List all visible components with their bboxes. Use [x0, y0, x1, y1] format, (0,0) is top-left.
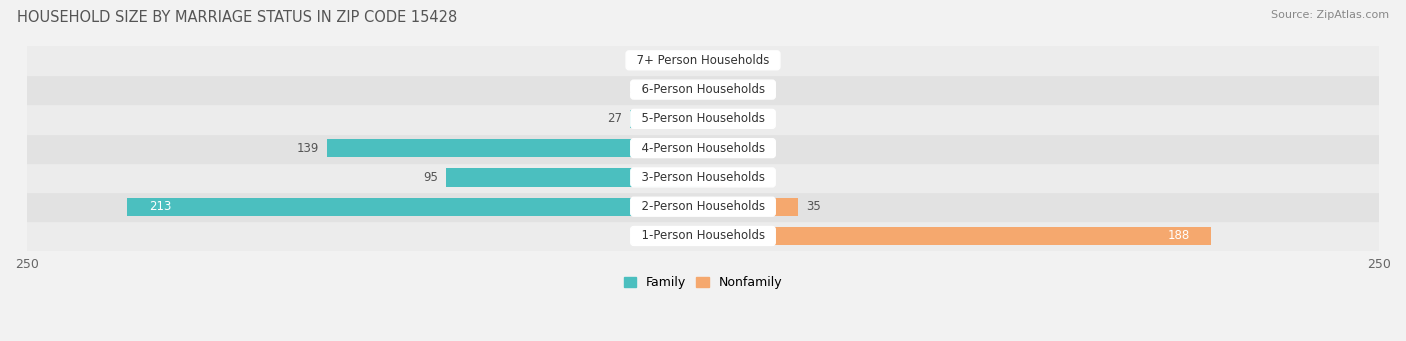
Text: 0: 0 — [730, 113, 737, 125]
Text: 95: 95 — [423, 171, 439, 184]
Text: 7+ Person Households: 7+ Person Households — [628, 54, 778, 67]
Text: 213: 213 — [149, 200, 172, 213]
Text: HOUSEHOLD SIZE BY MARRIAGE STATUS IN ZIP CODE 15428: HOUSEHOLD SIZE BY MARRIAGE STATUS IN ZIP… — [17, 10, 457, 25]
Text: 0: 0 — [730, 54, 737, 67]
Bar — [27, 192, 1379, 221]
Text: 10: 10 — [652, 54, 668, 67]
Bar — [27, 104, 1379, 134]
Bar — [703, 198, 797, 216]
Text: 1-Person Households: 1-Person Households — [634, 229, 772, 242]
Bar — [127, 198, 703, 216]
Bar — [703, 51, 724, 70]
Text: 0: 0 — [730, 142, 737, 155]
Legend: Family, Nonfamily: Family, Nonfamily — [624, 277, 782, 290]
Text: Source: ZipAtlas.com: Source: ZipAtlas.com — [1271, 10, 1389, 20]
Bar — [27, 221, 1379, 251]
Text: 139: 139 — [297, 142, 319, 155]
Bar — [676, 51, 703, 70]
Text: 3-Person Households: 3-Person Households — [634, 171, 772, 184]
Bar — [651, 80, 703, 99]
Text: 19: 19 — [628, 83, 644, 96]
Bar — [703, 168, 724, 187]
Bar — [27, 75, 1379, 104]
Text: 6-Person Households: 6-Person Households — [634, 83, 772, 96]
Text: 0: 0 — [730, 171, 737, 184]
Text: 27: 27 — [607, 113, 621, 125]
Text: 4-Person Households: 4-Person Households — [634, 142, 772, 155]
Bar — [27, 46, 1379, 75]
Text: 2-Person Households: 2-Person Households — [634, 200, 772, 213]
Bar — [703, 110, 724, 128]
Text: 35: 35 — [806, 200, 821, 213]
Bar — [703, 80, 724, 99]
Bar — [630, 110, 703, 128]
Bar — [27, 134, 1379, 163]
Bar — [703, 139, 724, 157]
Text: 188: 188 — [1167, 229, 1189, 242]
Text: 5-Person Households: 5-Person Households — [634, 113, 772, 125]
Bar — [27, 163, 1379, 192]
Text: 0: 0 — [730, 83, 737, 96]
Bar — [328, 139, 703, 157]
Bar — [703, 227, 1212, 245]
Bar — [446, 168, 703, 187]
